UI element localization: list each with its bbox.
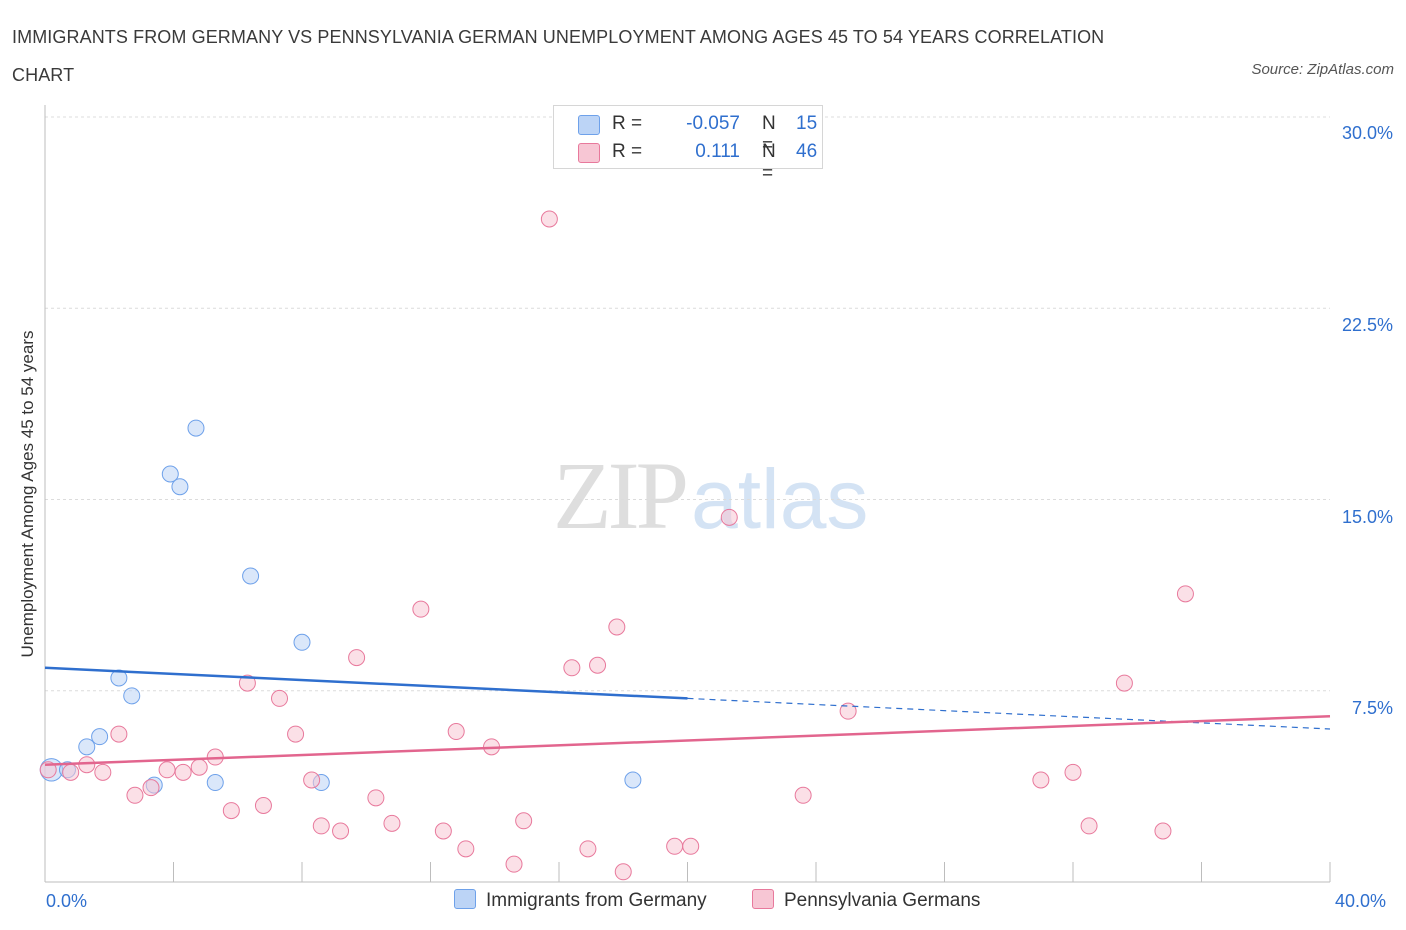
bottom-legend-label-germany: Immigrants from Germany [486, 890, 707, 911]
chart-title: IMMIGRANTS FROM GERMANY VS PENNSYLVANIA … [12, 27, 1105, 85]
point-pennsylvania-germans [126, 786, 144, 804]
point-pennsylvania-germans [412, 600, 430, 618]
y-tick-label-15: 15.0% [1341, 507, 1393, 527]
point-immigrants-germany [187, 419, 205, 437]
point-pennsylvania-germans [579, 840, 597, 858]
point-pennsylvania-germans [682, 837, 700, 855]
bottom-legend-germany: Immigrants from Germany [454, 889, 707, 912]
x-tick-label-max: 40.0% [1335, 891, 1387, 911]
point-immigrants-germany [123, 687, 141, 705]
point-pennsylvania-germans [608, 618, 626, 636]
bottom-legend-swatch-pennsylvania [752, 889, 774, 909]
point-pennsylvania-germans [312, 817, 330, 835]
point-pennsylvania-germans [62, 763, 80, 781]
point-immigrants-germany [171, 478, 189, 496]
bottom-legend-label-pennsylvania: Pennsylvania Germans [784, 890, 981, 911]
legend-n-value-pennsylvania: 46 [796, 141, 818, 162]
point-pennsylvania-germans [367, 789, 385, 807]
point-pennsylvania-germans [222, 802, 240, 820]
point-pennsylvania-germans [271, 689, 289, 707]
legend-swatch-pennsylvania [578, 143, 600, 163]
point-pennsylvania-germans [839, 702, 857, 720]
legend-r-value-pennsylvania: 0.111 [695, 141, 740, 162]
point-immigrants-germany [624, 771, 642, 789]
point-pennsylvania-germans [287, 725, 305, 743]
point-pennsylvania-germans [142, 779, 160, 797]
point-pennsylvania-germans [1115, 674, 1133, 692]
legend-n-label: N = [762, 141, 776, 184]
source-label: Source: ZipAtlas.com [1251, 61, 1394, 78]
point-pennsylvania-germans [110, 725, 128, 743]
point-pennsylvania-germans [78, 756, 96, 774]
point-pennsylvania-germans [1032, 771, 1050, 789]
trendline-immigrants-germany [44, 666, 688, 700]
bottom-legend-pennsylvania: Pennsylvania Germans [752, 889, 980, 912]
point-immigrants-germany [78, 738, 96, 756]
point-pennsylvania-germans [39, 761, 57, 779]
trendline-pennsylvania-germans [44, 715, 1331, 766]
point-pennsylvania-germans [254, 797, 272, 814]
point-immigrants-germany [110, 669, 128, 687]
point-pennsylvania-germans [238, 674, 256, 692]
point-pennsylvania-germans [383, 814, 401, 832]
point-immigrants-germany [293, 633, 311, 651]
y-tick-label-22-5: 22.5% [1341, 315, 1393, 335]
point-pennsylvania-germans [447, 723, 465, 741]
point-pennsylvania-germans [540, 210, 558, 228]
point-pennsylvania-germans [348, 649, 366, 667]
legend-r-label: R = [612, 141, 643, 162]
legend-n-label: N = [762, 113, 776, 156]
point-pennsylvania-germans [794, 786, 812, 804]
y-tick-label-7-5: 7.5% [1351, 698, 1393, 718]
point-pennsylvania-germans [1064, 763, 1082, 781]
point-immigrants-germany [206, 774, 224, 792]
watermark-zip: ZIP [553, 442, 689, 549]
point-pennsylvania-germans [158, 761, 176, 779]
point-pennsylvania-germans [515, 812, 533, 830]
point-pennsylvania-germans [332, 822, 350, 840]
bottom-legend-swatch-germany [454, 889, 476, 909]
legend-n-value-germany: 15 [796, 113, 818, 134]
point-pennsylvania-germans [614, 863, 632, 881]
legend-r-label: R = [612, 113, 643, 134]
point-immigrants-germany [91, 728, 109, 746]
point-pennsylvania-germans [666, 837, 684, 855]
point-pennsylvania-germans [505, 855, 523, 873]
x-tick-label-min: 0.0% [46, 891, 88, 911]
point-pennsylvania-germans [457, 840, 475, 858]
point-pennsylvania-germans [720, 508, 738, 526]
point-pennsylvania-germans [190, 758, 208, 776]
point-pennsylvania-germans [303, 771, 321, 789]
legend-swatch-germany [578, 115, 600, 135]
point-pennsylvania-germans [434, 822, 452, 840]
point-pennsylvania-germans [1154, 822, 1172, 840]
point-pennsylvania-germans [174, 763, 192, 781]
y-tick-label-30: 30.0% [1341, 123, 1393, 143]
point-pennsylvania-germans [1176, 585, 1194, 603]
legend-r-value-germany: -0.057 [686, 113, 740, 134]
point-pennsylvania-germans [589, 656, 607, 674]
point-pennsylvania-germans [563, 659, 581, 677]
correlation-legend: R = -0.057 N = 15 R = 0.111 N = 46 [553, 105, 823, 184]
point-immigrants-germany [242, 567, 260, 585]
point-immigrants-germany [161, 465, 179, 483]
trendline-immigrants-germany-dashed [687, 697, 1331, 730]
watermark: ZIPatlas [553, 440, 868, 551]
point-pennsylvania-germans [1080, 817, 1098, 835]
point-pennsylvania-germans [94, 763, 112, 781]
